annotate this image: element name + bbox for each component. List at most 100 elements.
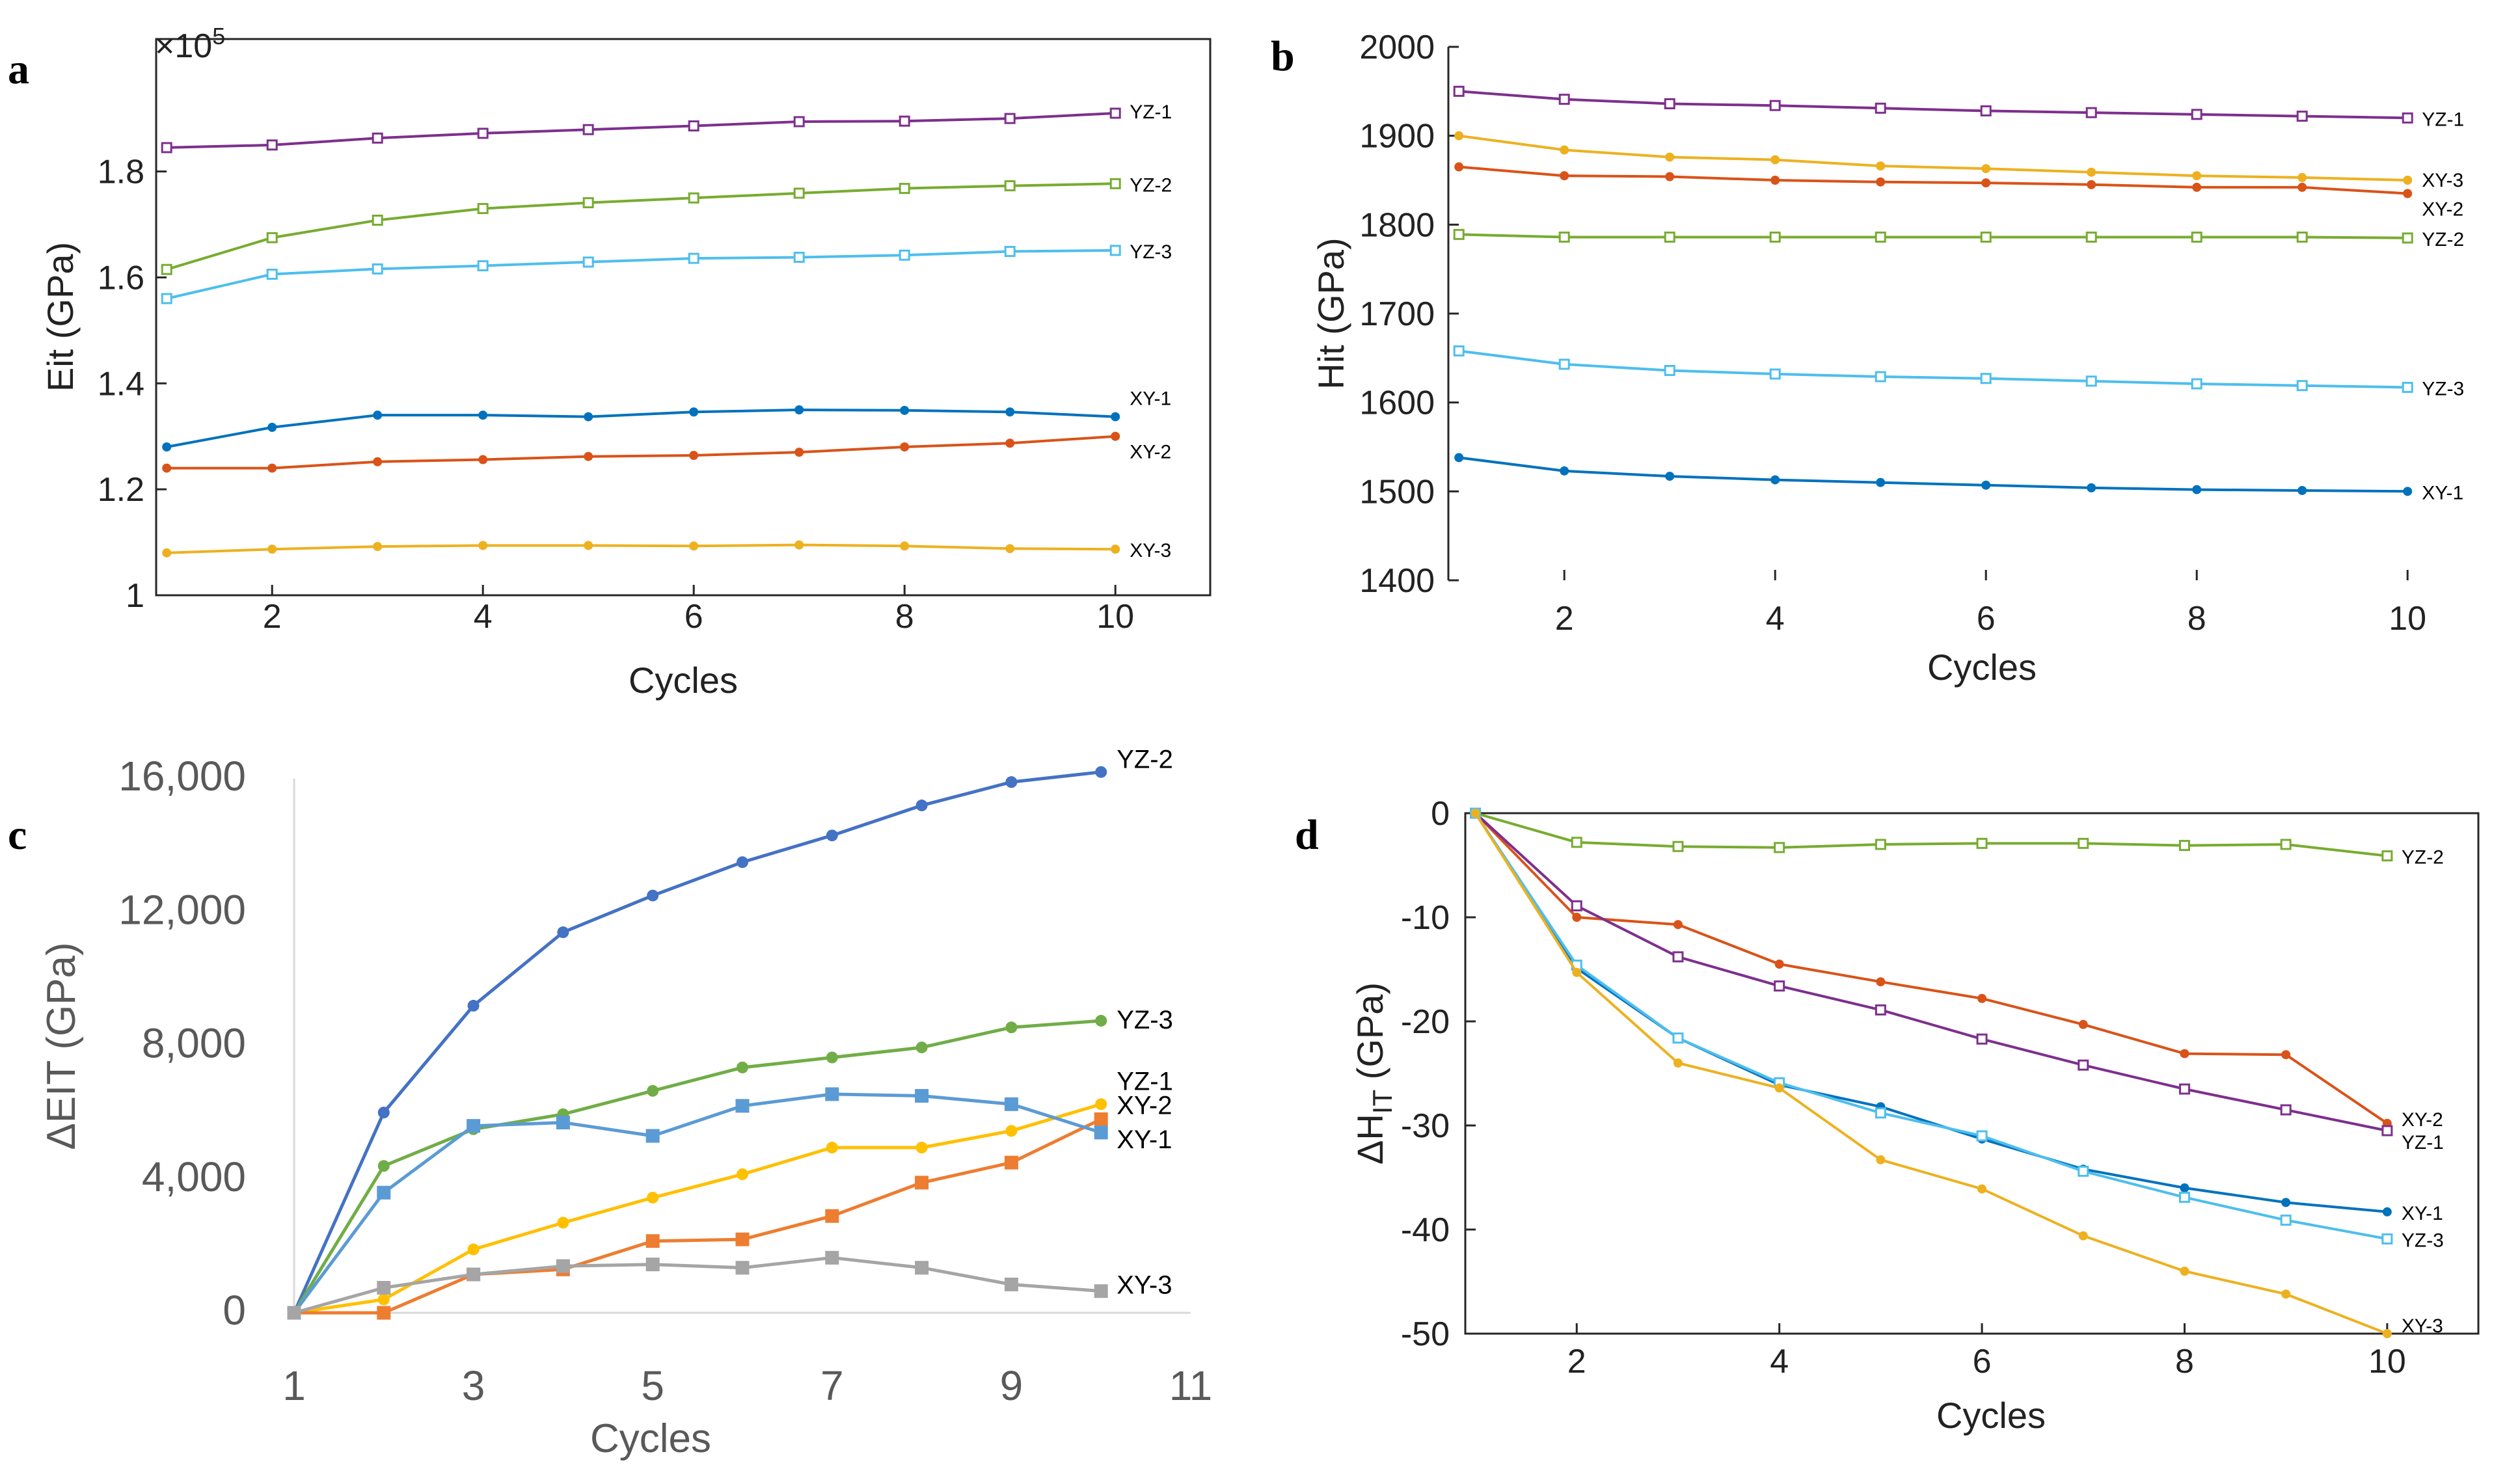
data-point-YZ-3 xyxy=(1672,1032,1684,1044)
data-point-YZ-3 xyxy=(1005,1021,1018,1034)
data-point-XY-2 xyxy=(1004,1155,1018,1170)
series-line-XY-3 xyxy=(1458,134,2408,182)
data-point-XY-2 xyxy=(1560,171,1569,181)
series-label-XY-1: XY-1 xyxy=(1117,1125,1172,1154)
data-point-YZ-1 xyxy=(1769,100,1781,111)
series-line-XY-1 xyxy=(292,1092,1102,1314)
series-label-XY-2: XY-2 xyxy=(1117,1091,1172,1120)
x-tick-label: 4 xyxy=(1766,600,1785,638)
x-tick-label: 10 xyxy=(2368,1343,2406,1380)
y-tick-label: 1 xyxy=(126,577,144,615)
data-point-XY-3 xyxy=(2192,171,2202,181)
series-label-XY-3: XY-3 xyxy=(1130,540,1171,561)
data-point-YZ-1 xyxy=(467,1243,480,1256)
data-point-XY-1 xyxy=(825,1087,839,1101)
y-tick-label: 1.4 xyxy=(98,365,144,403)
y-tick-label: 12,000 xyxy=(118,886,246,933)
data-point-XY-2 xyxy=(2297,182,2307,192)
x-tick-label: 10 xyxy=(1096,598,1134,636)
series-label-YZ-2: YZ-2 xyxy=(2402,847,2444,868)
data-point-XY-3 xyxy=(556,1259,570,1273)
data-point-XY-1 xyxy=(1770,475,1780,485)
panel-letter-c: c xyxy=(8,811,27,859)
series-line-XY-1 xyxy=(166,409,1116,448)
x-tick-label: 3 xyxy=(462,1362,485,1409)
data-point-XY-1 xyxy=(689,407,699,417)
data-point-XY-2 xyxy=(1876,977,1886,987)
data-point-YZ-2 xyxy=(2085,231,2097,243)
data-point-XY-3 xyxy=(373,542,383,552)
data-point-YZ-1 xyxy=(1875,102,1886,114)
data-point-XY-2 xyxy=(2087,180,2096,189)
data-point-XY-3 xyxy=(689,541,699,551)
chart-c-y-ticks: 0 4,000 8,000 12,000 16,000 xyxy=(118,753,246,1334)
data-point-YZ-1 xyxy=(899,115,910,127)
chart-b-series: YZ-1 XY-3 XY-2 YZ-2 YZ-3 XY-1 xyxy=(1453,85,2464,504)
y-tick-label: 0 xyxy=(1431,795,1450,833)
data-point-YZ-3 xyxy=(161,293,172,304)
x-tick-label: 2 xyxy=(1555,600,1574,638)
data-point-YZ-1 xyxy=(1672,951,1684,963)
data-point-XY-2 xyxy=(377,1306,391,1320)
data-point-YZ-2 xyxy=(2296,231,2308,243)
series-line-YZ-3 xyxy=(292,1019,1102,1314)
series-line-YZ-1 xyxy=(1474,812,2388,1132)
data-point-YZ-3 xyxy=(2078,1165,2089,1177)
x-tick-label: 6 xyxy=(684,598,703,636)
y-tick-label: -20 xyxy=(1401,1003,1450,1041)
x-tick-label: 10 xyxy=(2389,600,2426,638)
data-point-YZ-1 xyxy=(1005,1125,1018,1137)
series-label-YZ-2: YZ-2 xyxy=(1117,746,1173,774)
data-point-YZ-1 xyxy=(2280,1104,2292,1116)
data-point-XY-2 xyxy=(584,451,593,461)
data-point-XY-3 xyxy=(825,1250,839,1265)
data-point-YZ-1 xyxy=(2078,1059,2089,1071)
data-point-XY-1 xyxy=(267,422,277,432)
series-line-YZ-1 xyxy=(167,112,1116,149)
chart-b-y-axis-label: Hit (GPa) xyxy=(1310,237,1351,389)
data-point-XY-2 xyxy=(794,448,804,457)
chart-c-series: YZ-2 YZ-3 YZ-1XY-2 XY-1 XY-3 xyxy=(287,746,1173,1320)
data-point-YZ-2 xyxy=(1095,766,1107,778)
series-label-XY-2: XY-2 xyxy=(2402,1109,2443,1131)
data-point-XY-3 xyxy=(2297,172,2307,182)
data-point-XY-3 xyxy=(1981,164,1991,174)
data-point-YZ-3 xyxy=(2085,375,2097,387)
chart-d-series: YZ-2 XY-2YZ-1 XY-1 YZ-3 XY-3 xyxy=(1470,807,2444,1338)
data-point-XY-3 xyxy=(1774,1083,1784,1093)
data-point-XY-1 xyxy=(162,442,172,451)
data-point-YZ-2 xyxy=(1453,228,1465,240)
data-point-XY-1 xyxy=(1665,472,1675,481)
data-point-YZ-2 xyxy=(1109,178,1121,189)
data-point-YZ-3 xyxy=(1769,368,1781,380)
data-point-YZ-3 xyxy=(1558,358,1570,370)
data-point-YZ-3 xyxy=(688,252,699,264)
data-point-XY-3 xyxy=(915,1261,929,1275)
series-line-YZ-2 xyxy=(1475,812,2388,857)
data-point-YZ-2 xyxy=(161,263,172,275)
chart-a-plot-box xyxy=(155,38,1212,597)
data-point-XY-3 xyxy=(2382,1329,2392,1338)
data-point-YZ-1 xyxy=(372,132,383,144)
x-tick-label: 8 xyxy=(895,598,914,636)
data-point-XY-3 xyxy=(645,1258,660,1272)
series-label-YZ-3: YZ-3 xyxy=(1117,1006,1173,1034)
data-point-XY-2 xyxy=(373,457,383,466)
data-point-YZ-2 xyxy=(826,829,838,842)
data-point-XY-2 xyxy=(2281,1050,2291,1060)
data-point-XY-3 xyxy=(1470,809,1480,818)
data-point-YZ-2 xyxy=(2178,840,2190,852)
data-point-YZ-3 xyxy=(1980,373,1992,384)
data-point-YZ-3 xyxy=(2191,378,2202,390)
data-point-YZ-2 xyxy=(647,889,659,902)
data-point-XY-2 xyxy=(1094,1112,1108,1126)
data-point-YZ-2 xyxy=(737,856,748,868)
data-point-YZ-2 xyxy=(477,203,489,215)
panel-letter-d: d xyxy=(1295,811,1319,859)
series-line-YZ-3 xyxy=(1474,812,2388,1241)
data-point-YZ-1 xyxy=(1453,85,1465,97)
data-point-XY-1 xyxy=(2192,485,2202,494)
series-line-XY-2 xyxy=(1474,812,2389,1125)
chart-a-x-ticks: 2 4 6 8 10 xyxy=(263,585,1134,636)
y-tick-label: 8,000 xyxy=(142,1020,246,1067)
